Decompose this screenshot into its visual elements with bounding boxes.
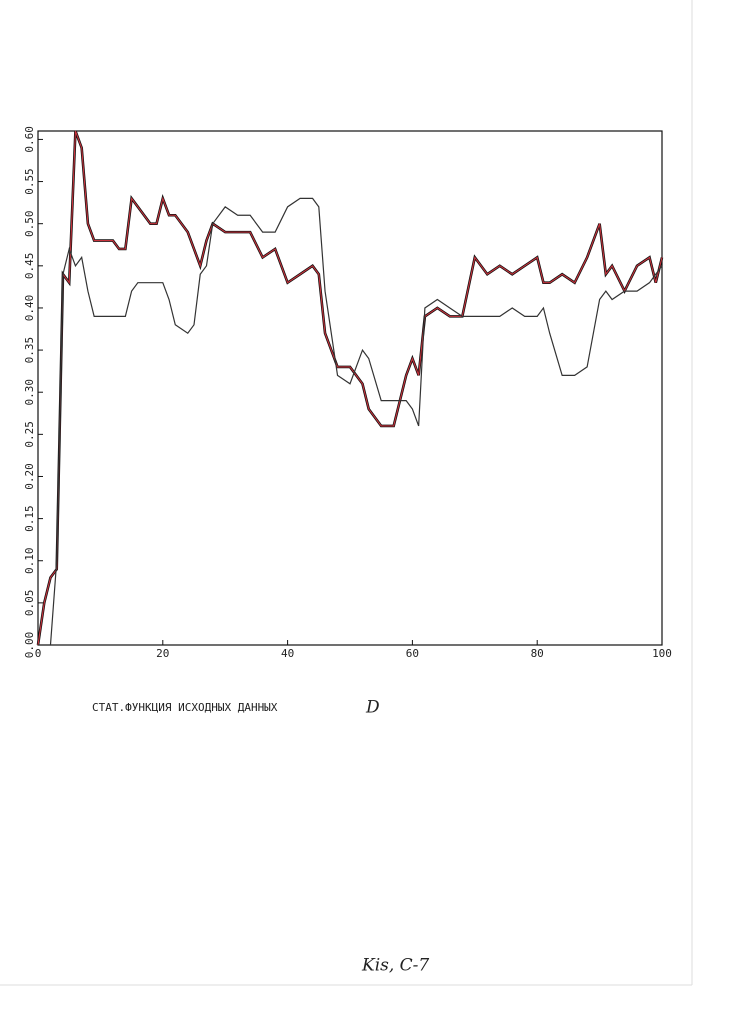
annotation: Kis, C-7 bbox=[361, 956, 429, 976]
y-tick-label: 0.25 bbox=[23, 421, 36, 448]
y-tick-label: 0.15 bbox=[23, 505, 36, 532]
y-tick-label: 0.40 bbox=[23, 295, 36, 322]
chart-title: СТАТ.ФУНКЦИЯ ИСХОДНЫХ ДАННЫХ bbox=[92, 701, 278, 714]
series-line bbox=[38, 197, 663, 646]
series-line bbox=[37, 130, 663, 646]
x-tick-label: 100 bbox=[652, 647, 672, 660]
y-tick-label: 0.35 bbox=[23, 337, 36, 364]
x-tick-label: 40 bbox=[281, 647, 294, 660]
x-tick-label: 0 bbox=[35, 647, 42, 660]
y-tick-label: 0.55 bbox=[23, 168, 36, 195]
y-tick-label: 0.20 bbox=[23, 463, 36, 490]
y-tick-label: 0.00 bbox=[23, 632, 36, 659]
y-tick-label: 0.60 bbox=[23, 126, 36, 153]
x-tick-label: 60 bbox=[406, 647, 419, 660]
plot-frame bbox=[37, 130, 663, 646]
x-tick-label: 80 bbox=[531, 647, 544, 660]
annotation: D bbox=[365, 698, 380, 718]
y-tick-label: 0.30 bbox=[23, 379, 36, 406]
y-tick-label: 0.45 bbox=[23, 253, 36, 280]
x-tick-label: 20 bbox=[156, 647, 169, 660]
y-tick-label: 0.50 bbox=[23, 210, 36, 237]
y-tick-label: 0.05 bbox=[23, 590, 36, 617]
y-tick-label: 0.10 bbox=[23, 547, 36, 574]
